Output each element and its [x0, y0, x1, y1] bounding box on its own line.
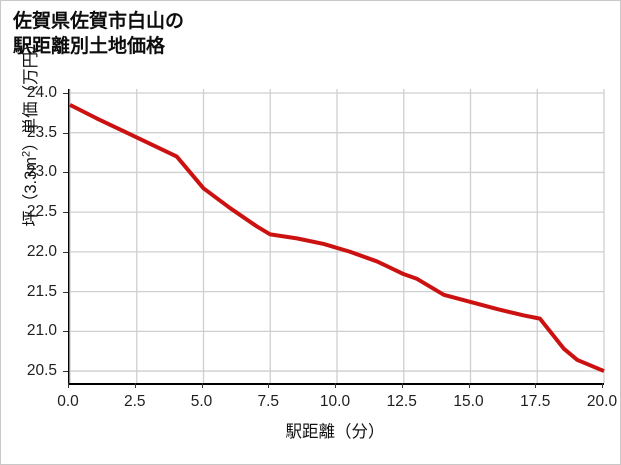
series-polyline [69, 103, 605, 373]
y-tick-label: 23.0 [26, 163, 57, 181]
y-tick-label: 21.0 [26, 322, 57, 340]
y-tick-label: 22.5 [26, 203, 57, 221]
x-tick-label: 0.0 [57, 393, 79, 410]
y-tick-mark [63, 291, 68, 293]
y-tick-label: 22.0 [26, 242, 57, 260]
x-tick-mark [468, 383, 470, 388]
y-tick-mark [63, 371, 68, 373]
x-tick-mark [268, 383, 270, 388]
y-axis-label: 坪（3.3m2）単価（万円） [20, 35, 41, 227]
x-tick-label: 10.0 [319, 393, 351, 410]
x-tick-label: 17.5 [520, 393, 551, 410]
plot-area [68, 89, 605, 385]
y-tick-label: 23.5 [26, 123, 57, 141]
y-tick-label: 20.5 [26, 362, 57, 380]
page-title: 佐賀県佐賀市白山の 駅距離別土地価格 [13, 11, 185, 58]
y-tick-mark [63, 212, 68, 214]
x-tick-label: 20.0 [586, 393, 618, 410]
x-tick-label: 15.0 [453, 393, 484, 410]
x-tick-label: 5.0 [190, 393, 213, 410]
data-line-series [69, 103, 605, 373]
x-tick-mark [68, 383, 69, 388]
x-tick-label: 2.5 [123, 393, 146, 410]
x-tick-mark [602, 383, 603, 388]
x-tick-mark [535, 383, 537, 388]
grid-lines [69, 89, 605, 383]
y-tick-mark [63, 251, 68, 253]
y-tick-mark [63, 172, 68, 174]
x-tick-mark [134, 383, 136, 388]
x-tick-mark [201, 383, 203, 388]
y-tick-mark [63, 132, 68, 134]
x-tick-label: 7.5 [257, 393, 280, 410]
y-tick-mark [63, 331, 68, 333]
y-tick-label: 21.5 [26, 282, 57, 300]
y-tick-mark [63, 92, 68, 94]
x-tick-label: 12.5 [386, 393, 417, 410]
y-tick-label: 24.0 [26, 83, 57, 101]
x-tick-mark [401, 383, 403, 388]
x-tick-mark [335, 383, 336, 388]
x-axis-label: 駅距離（分） [285, 423, 385, 441]
